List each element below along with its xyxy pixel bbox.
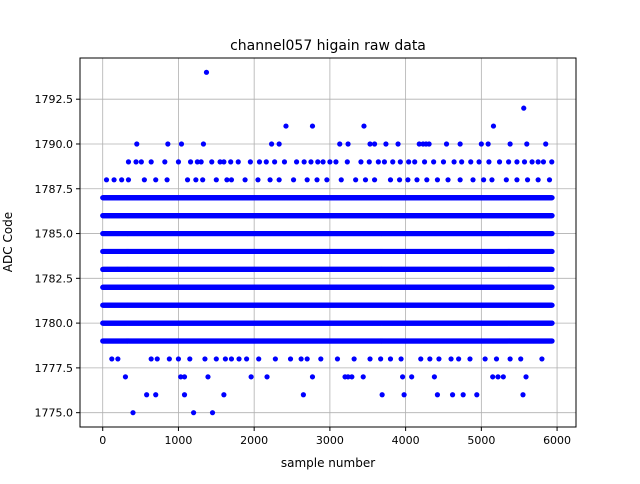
data-point: [549, 267, 554, 272]
data-point: [549, 303, 554, 308]
data-point: [549, 285, 554, 290]
data-point: [549, 338, 554, 343]
data-point: [549, 321, 554, 326]
